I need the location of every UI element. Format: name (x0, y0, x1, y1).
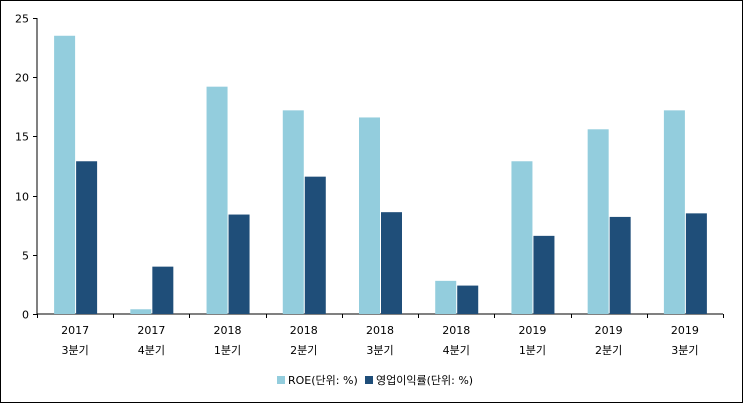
bar-roe (282, 110, 304, 315)
bar-operating-margin (533, 235, 555, 314)
x-tick-label-year: 2018 (214, 324, 242, 337)
x-tick-label-quarter: 4분기 (443, 344, 470, 357)
bar-operating-margin (152, 266, 174, 314)
bar-roe (54, 35, 76, 314)
bar-roe (587, 129, 609, 314)
bar-operating-margin (685, 213, 707, 314)
bar-roe (663, 110, 685, 315)
y-tick-label: 15 (15, 131, 29, 144)
x-tick-label-quarter: 2분기 (595, 344, 622, 357)
bar-roe (359, 117, 380, 315)
legend-swatch (365, 376, 373, 384)
bar-roe (435, 280, 457, 314)
x-tick-label-year: 2018 (290, 324, 318, 337)
bar-roe (511, 161, 533, 314)
y-tick-label: 25 (15, 13, 29, 26)
bar-operating-margin (76, 161, 98, 314)
bar-operating-margin (381, 212, 402, 314)
x-tick-label-year: 2017 (61, 324, 89, 337)
x-tick-label-year: 2018 (442, 324, 470, 337)
x-tick-label-year: 2017 (137, 324, 165, 337)
x-tick-label-quarter: 4분기 (138, 344, 165, 357)
bar-operating-margin (609, 216, 631, 314)
bar-roe (130, 309, 152, 314)
bars (54, 35, 707, 315)
x-tick-label-quarter: 3분기 (61, 344, 88, 357)
bar-operating-margin (457, 285, 479, 314)
y-tick-label: 10 (15, 191, 29, 204)
x-tick-label-quarter: 3분기 (366, 344, 393, 357)
legend-swatch (277, 376, 285, 384)
y-tick-label: 20 (15, 72, 29, 85)
legend-label: 영업이익률(단위: %) (376, 374, 473, 387)
labels: 0 5 10 15 20 25 2017 3분기 2017 4분기 2018 1분기 2018 2분기 20… (15, 13, 699, 358)
x-tick-label-year: 2018 (366, 324, 394, 337)
x-tick-label-quarter: 3분기 (671, 344, 698, 357)
x-tick-label-year: 2019 (671, 324, 699, 337)
bar-roe (206, 86, 228, 314)
legend-label: ROE(단위: %) (288, 374, 358, 387)
legend: ROE(단위: %) 영업이익률(단위: %) (277, 374, 473, 387)
x-tick-label-quarter: 1분기 (519, 344, 546, 357)
bar-operating-margin (304, 176, 326, 314)
y-tick-label: 0 (22, 309, 29, 322)
y-tick-label: 5 (22, 250, 29, 263)
x-tick-label-quarter: 1분기 (214, 344, 241, 357)
x-tick-label-year: 2019 (518, 324, 546, 337)
bar-operating-margin (228, 214, 250, 314)
x-tick-label-year: 2019 (595, 324, 623, 337)
x-tick-label-quarter: 2분기 (290, 344, 317, 357)
